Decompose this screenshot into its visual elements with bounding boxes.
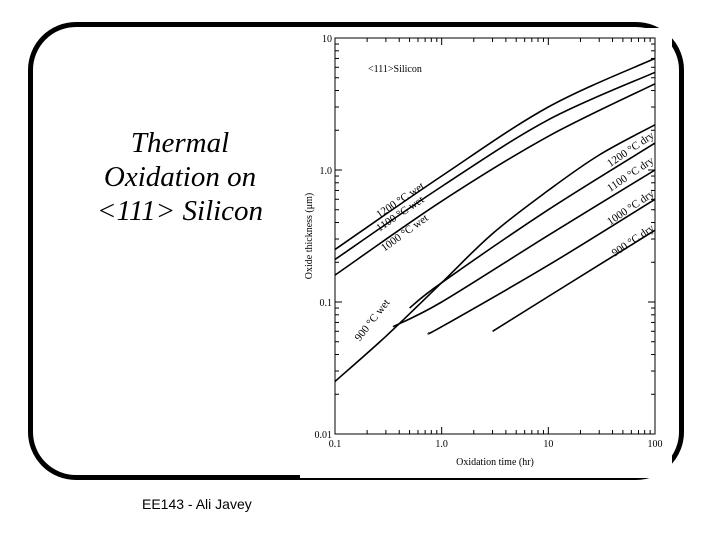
slide-title: Thermal Oxidation on <111> Silicon [70, 126, 290, 228]
plot-frame [334, 37, 656, 435]
slide-title-line-1: Thermal [130, 127, 230, 159]
x-tick-label: 0.1 [329, 439, 342, 450]
chart-panel: <111>Silicon Oxidation time (hr) Oxide t… [300, 28, 672, 478]
series-line-4 [334, 124, 656, 383]
series-line-8 [492, 229, 656, 332]
x-tick-label: 1.0 [435, 439, 448, 450]
y-tick-label: 1.0 [320, 166, 333, 177]
footer-credit: EE143 - Ali Javey [142, 496, 252, 512]
series-line-2 [334, 71, 656, 261]
x-tick-label: 100 [648, 439, 663, 450]
x-axis-label: Oxidation time (hr) [456, 457, 534, 468]
x-tick-label: 10 [543, 439, 553, 450]
y-tick-label: 0.1 [320, 298, 333, 309]
series-line-7 [427, 198, 656, 335]
y-tick-label: 10 [322, 34, 332, 45]
series-label-8: 900 °C dry [610, 222, 657, 259]
series-line-3 [334, 83, 656, 276]
label-layer: <111>Silicon Oxidation time (hr) Oxide t… [304, 34, 663, 468]
series-line-1 [334, 57, 656, 251]
y-tick-label: 0.01 [315, 430, 333, 441]
slide-title-line-3: <111> Silicon [96, 195, 264, 227]
y-axis-label: Oxide thickness (μm) [304, 193, 315, 279]
slide-title-line-2: Oxidation on [103, 161, 257, 193]
curve-layer [334, 57, 656, 383]
series-line-6 [392, 169, 656, 328]
chart-annotation: <111>Silicon [368, 64, 422, 75]
series-line-5 [409, 142, 656, 309]
tick-layer [334, 38, 655, 435]
oxidation-chart: <111>Silicon Oxidation time (hr) Oxide t… [304, 34, 663, 468]
